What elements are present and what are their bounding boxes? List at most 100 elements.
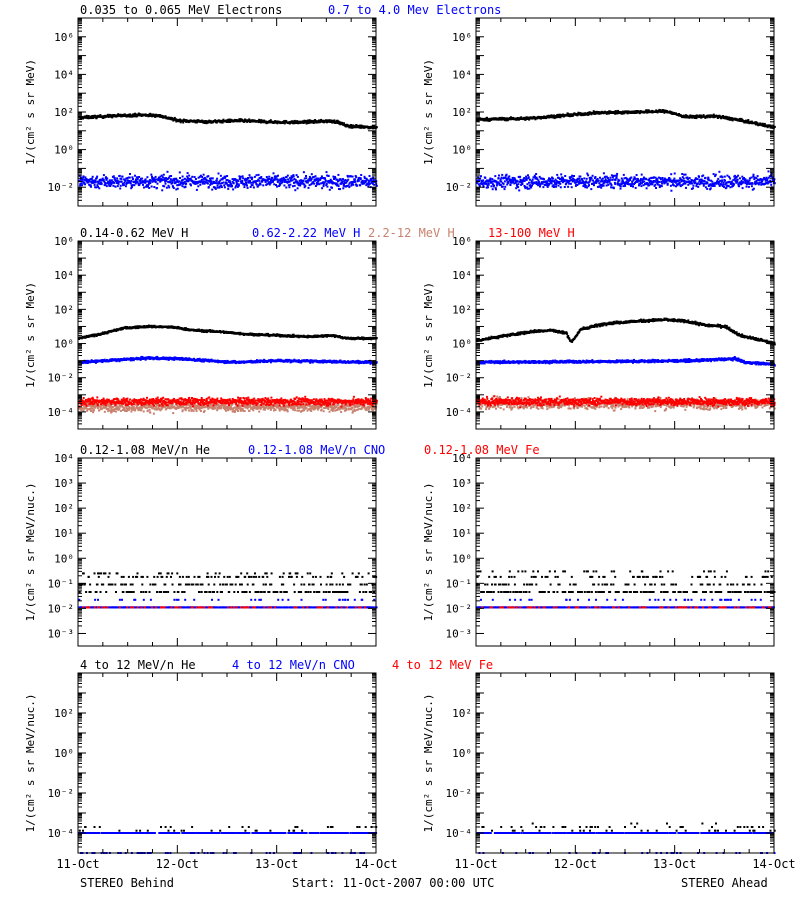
data-point (219, 182, 222, 185)
data-point (166, 170, 169, 173)
data-point (265, 183, 268, 186)
data-point (339, 188, 341, 191)
data-point (248, 174, 251, 177)
data-point (285, 176, 288, 178)
data-point (80, 182, 83, 185)
data-point (79, 182, 82, 185)
data-point (310, 178, 313, 181)
data-point (283, 184, 286, 187)
data-point (224, 175, 227, 178)
data-point (189, 183, 192, 186)
data-point (530, 186, 533, 189)
data-point (85, 178, 88, 181)
data-point (503, 180, 506, 183)
data-point (298, 184, 301, 187)
data-point (318, 119, 321, 122)
data-point (587, 174, 590, 177)
data-point (596, 177, 599, 180)
data-point (94, 179, 97, 182)
data-point (228, 118, 231, 121)
y-tick-label: 10⁶ (452, 31, 472, 44)
data-point (560, 173, 563, 176)
data-point (260, 176, 263, 178)
data-point (342, 178, 344, 181)
data-point (311, 182, 314, 185)
data-point (120, 180, 123, 183)
data-point (100, 182, 103, 185)
legend-entry: 0.62-2.22 MeV H (252, 226, 360, 240)
data-point (145, 185, 148, 188)
data-point (508, 117, 511, 119)
data-point (300, 182, 303, 185)
data-point (334, 177, 337, 179)
data-point (324, 179, 327, 182)
data-point (539, 185, 541, 188)
data-point (129, 181, 132, 184)
data-point (609, 176, 612, 179)
data-point (520, 116, 523, 119)
data-point (344, 123, 347, 126)
data-point (253, 175, 256, 178)
data-point (150, 185, 153, 188)
data-point (268, 175, 271, 178)
data-point (310, 173, 313, 176)
data-point (303, 183, 306, 186)
data-point (712, 173, 715, 176)
data-point (678, 179, 680, 182)
data-point (702, 174, 705, 177)
data-point (267, 177, 270, 180)
series-blue (476, 170, 776, 192)
data-point (292, 185, 294, 188)
data-point (697, 185, 700, 188)
data-point (747, 185, 750, 188)
data-point (108, 179, 111, 182)
data-point (106, 113, 109, 116)
data-point (282, 179, 285, 182)
data-point (611, 178, 614, 181)
data-point (224, 176, 227, 179)
data-point (347, 184, 350, 187)
data-point (316, 177, 319, 180)
y-tick-label: 10⁻² (48, 181, 75, 194)
data-point (211, 177, 214, 180)
data-point (640, 185, 643, 188)
data-point (283, 122, 286, 125)
data-point (373, 183, 376, 186)
data-point (660, 185, 663, 188)
data-point (322, 185, 325, 188)
data-point (243, 183, 246, 186)
data-point (736, 178, 739, 181)
data-point (206, 182, 209, 185)
data-point (313, 182, 316, 185)
data-point (178, 171, 181, 174)
data-point (713, 184, 716, 187)
data-point (203, 176, 206, 179)
data-point (113, 181, 116, 184)
data-point (325, 184, 328, 187)
data-point (712, 113, 715, 116)
data-point (78, 179, 81, 182)
data-point (245, 181, 247, 184)
data-point (164, 180, 167, 183)
data-point (275, 184, 277, 186)
data-point (231, 178, 234, 181)
data-point (136, 178, 139, 181)
data-point (97, 185, 99, 188)
data-point (133, 184, 136, 187)
data-point (238, 184, 240, 187)
data-point (249, 186, 252, 188)
data-point (742, 181, 745, 184)
data-point (179, 121, 182, 124)
data-point (658, 181, 661, 183)
data-point (130, 187, 133, 190)
data-point (736, 180, 739, 183)
data-point (632, 185, 634, 188)
data-point (325, 182, 328, 185)
data-point (155, 187, 158, 189)
data-point (246, 184, 248, 187)
data-point (219, 174, 222, 177)
data-point (330, 179, 333, 182)
data-point (329, 181, 332, 183)
y-axis-label: 1/(cm² s sr MeV) (422, 59, 435, 165)
data-point (502, 182, 505, 185)
